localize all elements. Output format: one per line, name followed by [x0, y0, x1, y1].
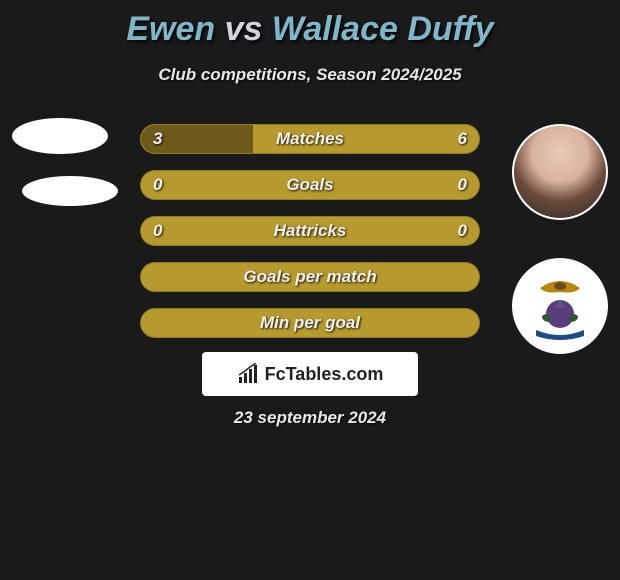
player1-avatar-placeholder-bottom — [22, 176, 118, 206]
vs-text: vs — [225, 10, 263, 48]
chart-icon — [237, 363, 259, 385]
bar-label: Min per goal — [141, 309, 479, 337]
brand-text: FcTables.com — [265, 364, 384, 385]
stat-bar-row: Goals per match — [140, 262, 480, 292]
bar-label: Goals per match — [141, 263, 479, 291]
bar-label: Hattricks — [141, 217, 479, 245]
comparison-title: Ewen vs Wallace Duffy — [0, 0, 620, 49]
bar-right-value: 0 — [458, 217, 467, 245]
stat-bar-row: Matches3 6 — [140, 124, 480, 154]
bar-label: Matches — [141, 125, 479, 153]
bar-right-value: 6 — [458, 125, 467, 153]
date-label: 23 september 2024 — [0, 408, 620, 428]
bar-left-value: 0 — [153, 171, 162, 199]
subtitle: Club competitions, Season 2024/2025 — [0, 65, 620, 85]
brand-box: FcTables.com — [202, 352, 418, 396]
bar-left-value: 0 — [153, 217, 162, 245]
bar-label: Goals — [141, 171, 479, 199]
club-badge — [512, 258, 608, 354]
player1-name: Ewen — [126, 10, 215, 48]
bar-right-value: 0 — [458, 171, 467, 199]
player1-avatar-placeholder-top — [12, 118, 108, 154]
player2-name: Wallace Duffy — [272, 10, 494, 48]
club-badge-icon — [520, 266, 600, 346]
stat-bar-row: Hattricks0 0 — [140, 216, 480, 246]
stat-bar-row: Min per goal — [140, 308, 480, 338]
stat-bar-row: Goals0 0 — [140, 170, 480, 200]
stat-bars: Matches36Goals00Hattricks00Goals per mat… — [140, 124, 480, 354]
player2-avatar — [512, 124, 608, 220]
bar-left-value: 3 — [153, 125, 162, 153]
